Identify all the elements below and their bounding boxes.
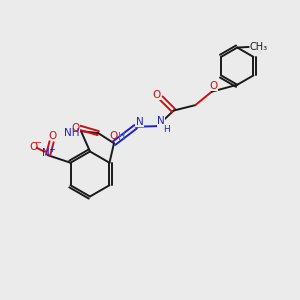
Text: O: O [29,142,38,152]
Text: +: + [48,145,55,154]
Text: H: H [118,132,125,142]
Text: H: H [164,125,170,134]
Text: O: O [110,130,118,140]
Text: O: O [152,90,161,100]
Text: N: N [42,148,50,158]
Text: O: O [209,81,218,91]
Text: N: N [157,116,165,126]
Text: O: O [71,123,79,133]
Text: O: O [48,131,56,141]
Text: CH₃: CH₃ [249,42,267,52]
Text: N: N [136,117,143,127]
Text: NH: NH [64,128,79,138]
Text: −: − [34,138,41,147]
